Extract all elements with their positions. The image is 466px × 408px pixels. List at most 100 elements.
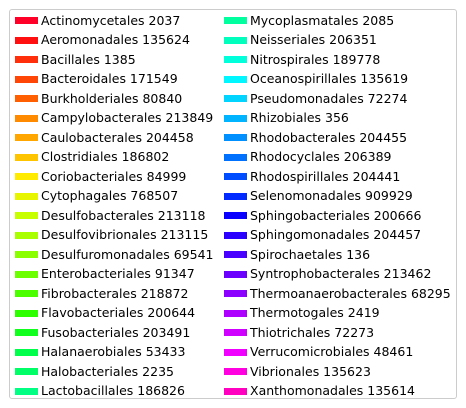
legend-swatch [15,36,38,44]
legend-swatch [224,173,247,181]
legend-label: Aeromonadales 135624 [41,32,190,47]
legend-label: Fibrobacterales 218872 [41,285,189,301]
legend-swatch [224,329,247,337]
legend-entry: Vibrionales 135623 [224,362,371,382]
legend-label: Sphingomonadales 204457 [250,227,422,242]
legend-entry: Thiotrichales 72273 [224,323,374,343]
legend-label: Burkholderiales 80840 [41,90,183,106]
legend-entry: Xanthomonadales 135614 [224,382,415,402]
legend-swatch [224,368,247,376]
legend-entry: Coriobacteriales 84999 [15,167,186,187]
legend-entry: Pseudomonadales 72274 [224,89,407,109]
legend-label: Desulfobacterales 213118 [41,207,206,223]
legend-swatch [224,251,247,259]
legend-swatch [15,173,38,181]
legend-label: Pseudomonadales 72274 [250,90,408,106]
legend-swatch [224,290,247,298]
legend-swatch [15,368,38,376]
legend-entry: Enterobacteriales 91347 [15,265,195,285]
legend-label: Selenomonadales 909929 [250,188,413,203]
legend-entry: Rhodocyclales 206389 [224,148,391,168]
legend-swatch [15,270,38,278]
legend-entry: Actinomycetales 2037 [15,11,180,31]
legend-label: Clostridiales 186802 [41,149,170,164]
legend-swatch [15,212,38,220]
legend-label: Neisseriales 206351 [250,32,377,47]
legend-swatch [224,134,247,142]
legend-entry: Thermotogales 2419 [224,304,380,324]
legend-swatch [224,348,247,356]
legend-label: Rhodospirillales 204441 [250,168,401,184]
legend-entry: Fusobacteriales 203491 [15,323,190,343]
legend-label: Halobacteriales 2235 [41,363,174,379]
legend-label: Vibrionales 135623 [250,363,371,379]
legend-entry: Fibrobacterales 218872 [15,284,188,304]
legend-swatch [15,192,38,200]
legend-label: Desulfovibrionales 213115 [41,227,209,242]
legend-swatch [224,192,247,200]
legend-label: Nitrospirales 189778 [250,51,381,67]
legend-label: Rhodocyclales 206389 [250,149,392,164]
legend-entry: Bacteroidales 171549 [15,70,178,90]
legend-label: Oceanospirillales 135619 [250,71,409,86]
legend-label: Thermoanaerobacterales 68295 [250,285,451,301]
legend-label: Bacillales 1385 [41,51,136,67]
legend-entry: Cytophagales 768507 [15,187,178,207]
legend-swatch [224,114,247,122]
legend-entry: Clostridiales 186802 [15,148,169,168]
legend-label: Actinomycetales 2037 [41,12,181,28]
legend-label: Verrucomicrobiales 48461 [250,344,414,359]
legend-label: Campylobacterales 213849 [41,110,214,125]
legend-swatch [15,290,38,298]
legend-swatch [224,270,247,278]
legend-entry: Flavobacteriales 200644 [15,304,195,324]
legend-entry: Thermoanaerobacterales 68295 [224,284,451,304]
legend-entry: Syntrophobacterales 213462 [224,265,431,285]
legend-entry: Rhodospirillales 204441 [224,167,400,187]
legend-swatch [224,75,247,83]
legend-entry: Halanaerobiales 53433 [15,343,185,363]
legend-entry: Caulobacterales 204458 [15,128,194,148]
legend-swatch [224,387,247,395]
legend-swatch [15,329,38,337]
legend-swatch [224,56,247,64]
legend-label: Lactobacillales 186826 [41,383,185,398]
legend-entry: Sphingobacteriales 200666 [224,206,421,226]
legend-entry: Spirochaetales 136 [224,245,370,265]
legend-swatch [15,95,38,103]
legend-label: Rhodobacterales 204455 [250,129,408,145]
legend-label: Spirochaetales 136 [250,246,371,262]
legend-entry: Sphingomonadales 204457 [224,226,421,246]
legend-entry: Desulfobacterales 213118 [15,206,206,226]
legend-swatch [15,134,38,142]
legend-label: Thermotogales 2419 [250,305,380,320]
legend-entry: Campylobacterales 213849 [15,109,213,129]
legend-entry: Lactobacillales 186826 [15,382,185,402]
legend-swatch [224,153,247,161]
legend-swatch [15,56,38,64]
legend-label: Thiotrichales 72273 [250,324,375,340]
legend-entry: Oceanospirillales 135619 [224,70,408,90]
legend-swatch [15,75,38,83]
legend-swatch [15,309,38,317]
legend-label: Mycoplasmatales 2085 [250,12,395,28]
legend-entry: Selenomonadales 909929 [224,187,413,207]
legend-swatch [224,95,247,103]
legend-entry: Nitrospirales 189778 [224,50,380,70]
legend-swatch [15,114,38,122]
legend-entry: Bacillales 1385 [15,50,136,70]
legend-entry: Neisseriales 206351 [224,31,377,51]
legend-swatch [224,231,247,239]
legend-swatch [224,36,247,44]
legend-entry: Verrucomicrobiales 48461 [224,343,413,363]
legend-entry: Rhizobiales 356 [224,109,349,129]
legend-entry: Mycoplasmatales 2085 [224,11,394,31]
legend-swatch [15,251,38,259]
legend-swatch [15,231,38,239]
legend-label: Xanthomonadales 135614 [250,383,415,398]
legend-label: Caulobacterales 204458 [41,129,194,145]
legend-label: Bacteroidales 171549 [41,71,178,86]
legend-label: Sphingobacteriales 200666 [250,207,422,223]
legend-label: Syntrophobacterales 213462 [250,266,432,281]
legend-entry: Desulfuromonadales 69541 [15,245,213,265]
